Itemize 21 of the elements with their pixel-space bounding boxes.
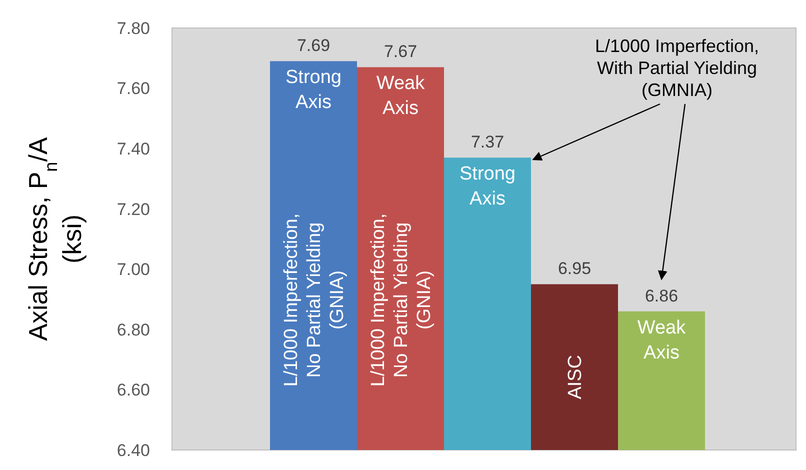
data-label: 6.86 [644,286,678,306]
data-label: 7.69 [296,36,330,56]
y-tick-label: 7.00 [116,260,150,280]
y-tick-label: 6.60 [116,380,150,400]
data-label: 6.95 [558,259,592,278]
y-tick-label: 7.20 [116,200,150,219]
data-label: 7.67 [384,42,418,62]
annotation: L/1000 Imperfection, No Partial Yielding (GNIA) [368,213,436,387]
annotation: AISC [565,354,586,400]
y-tick-label: 7.80 [116,18,150,38]
annotation: Strong Axis [460,164,516,210]
data-label: 7.37 [470,132,504,152]
annotation: L/1000 Imperfection, No Partial Yielding (GNIA) [281,213,348,387]
y-tick-label: 6.40 [116,440,150,460]
y-tick-label: 7.60 [116,79,150,98]
annotation: Weak Axis [376,73,426,120]
annotation: L/1000 Imperfection, With Partial Yielding (GMNIA) [594,36,760,100]
annotation: Strong Axis [286,67,342,114]
annotation: Weak Axis [637,317,686,364]
y-tick-label: 7.40 [116,140,150,159]
y-tick-label: 6.80 [116,320,150,340]
